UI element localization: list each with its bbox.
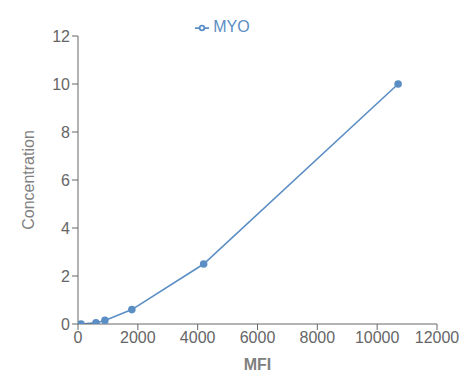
svg-text:2000: 2000 bbox=[120, 329, 156, 346]
svg-text:10: 10 bbox=[52, 76, 70, 93]
svg-text:8: 8 bbox=[61, 124, 70, 141]
svg-text:2: 2 bbox=[61, 268, 70, 285]
svg-text:MFI: MFI bbox=[244, 356, 272, 373]
html-text:MYO: MYO bbox=[213, 18, 250, 35]
svg-text:6000: 6000 bbox=[240, 329, 276, 346]
svg-text:4000: 4000 bbox=[180, 329, 216, 346]
svg-text:0: 0 bbox=[61, 316, 70, 333]
svg-text:8000: 8000 bbox=[300, 329, 336, 346]
svg-text:4: 4 bbox=[61, 220, 70, 237]
svg-text:12: 12 bbox=[52, 28, 70, 45]
svg-text:Concentration: Concentration bbox=[20, 130, 37, 230]
svg-text:10000: 10000 bbox=[355, 329, 400, 346]
svg-text:0: 0 bbox=[74, 329, 83, 346]
svg-text:6: 6 bbox=[61, 172, 70, 189]
svg-text:12000: 12000 bbox=[415, 329, 460, 346]
